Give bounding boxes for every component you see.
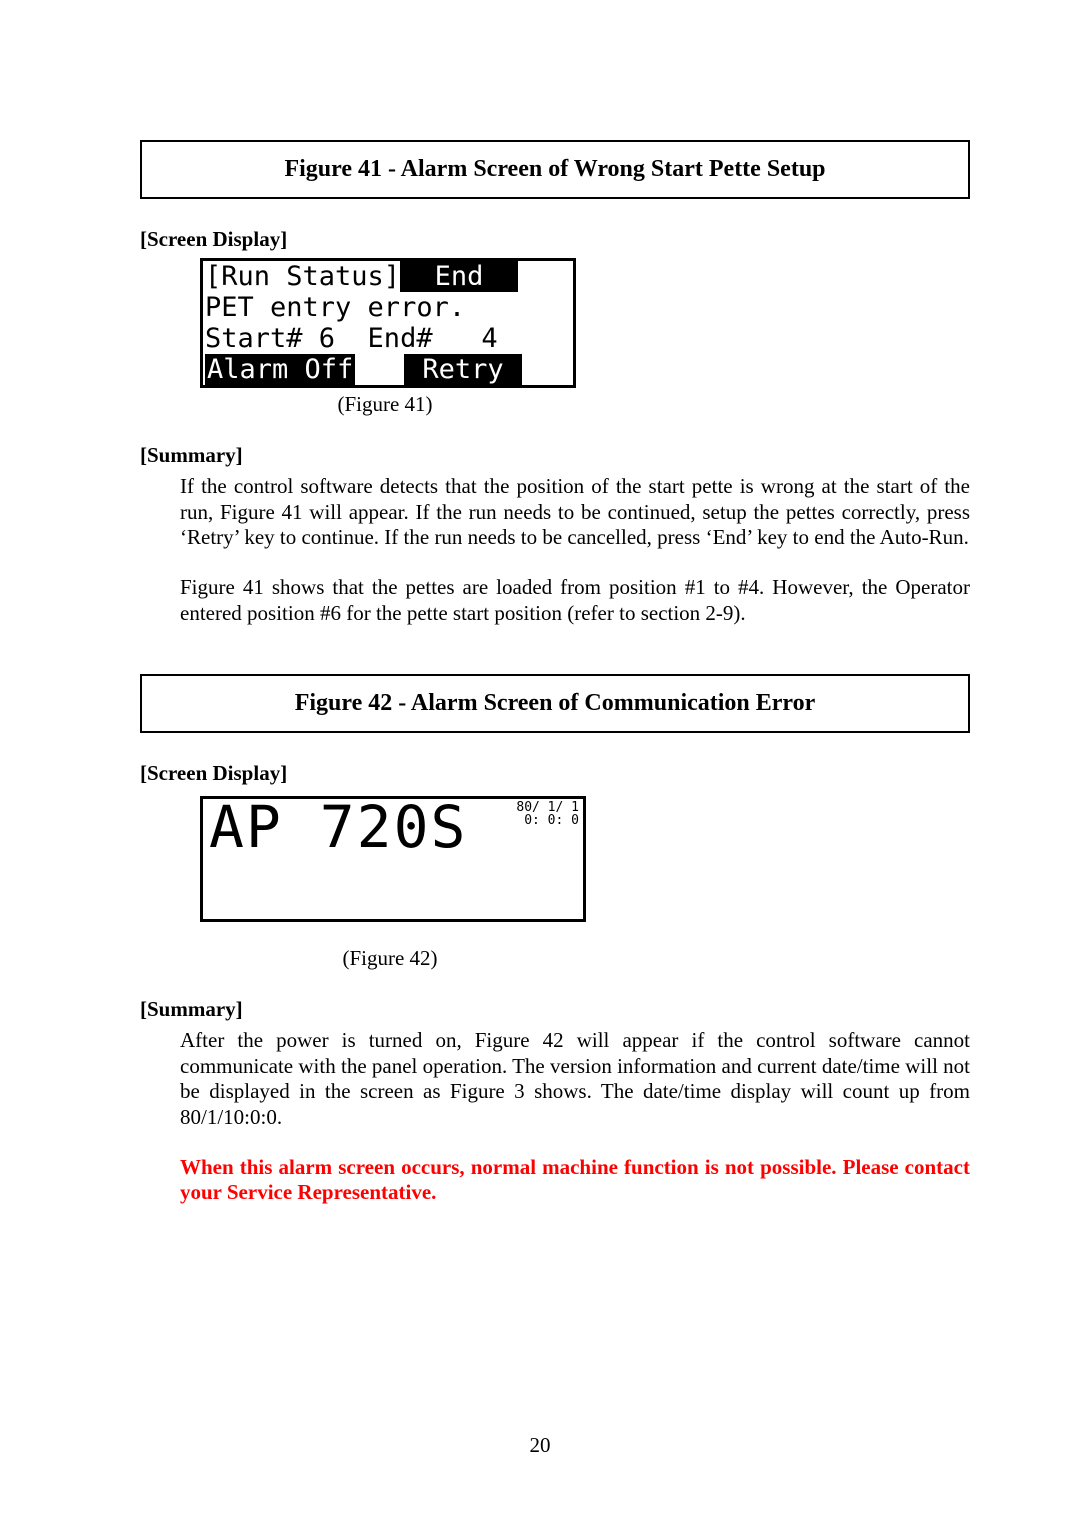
lcd-line1-left: [Run Status]	[205, 261, 400, 292]
lcd-line4-mid	[355, 354, 404, 385]
figure42-title-box: Figure 42 - Alarm Screen of Communicatio…	[140, 674, 970, 733]
figure42-warning-text: When this alarm screen occurs, normal ma…	[180, 1155, 970, 1205]
figure41-caption: (Figure 41)	[200, 392, 570, 417]
figure41-title: Figure 41 - Alarm Screen of Wrong Start …	[284, 156, 825, 182]
lcd-line4-retry-button: Retry	[404, 354, 522, 385]
figure41-lcd: [Run Status] End PET entry error. Start#…	[200, 258, 576, 388]
lcd-line-1: [Run Status] End	[203, 261, 573, 292]
lcd-line-4: Alarm Off Retry	[203, 354, 573, 385]
lcd-line1-end-button: End	[400, 261, 518, 292]
figure42-caption: (Figure 42)	[200, 946, 580, 971]
figure42-summary: [Summary] After the power is turned on, …	[140, 997, 970, 1206]
figure42-lcd-main: AP 720S	[209, 796, 467, 861]
figure42-summary-heading: [Summary]	[140, 997, 970, 1022]
figure41-summary-p1: If the control software detects that the…	[180, 474, 970, 551]
figure42-warning: When this alarm screen occurs, normal ma…	[180, 1155, 970, 1206]
figure42-screen-display-heading: [Screen Display]	[140, 761, 970, 786]
page-number: 20	[0, 1433, 1080, 1458]
figure42-lcd-datetime: 80/ 1/ 1 0: 0: 0	[516, 801, 579, 827]
document-page: Figure 41 - Alarm Screen of Wrong Start …	[0, 0, 1080, 1528]
lcd-line4-alarm-off: Alarm Off	[205, 354, 355, 385]
figure41-summary-p2: Figure 41 shows that the pettes are load…	[180, 575, 970, 626]
figure42-summary-p1: After the power is turned on, Figure 42 …	[180, 1028, 970, 1130]
figure41-lcd-wrap: [Run Status] End PET entry error. Start#…	[200, 258, 970, 388]
figure41-summary-heading: [Summary]	[140, 443, 970, 468]
figure41-title-box: Figure 41 - Alarm Screen of Wrong Start …	[140, 140, 970, 199]
lcd-line-3: Start# 6 End# 4	[203, 323, 573, 354]
figure42-lcd-wrap: AP 720S 80/ 1/ 1 0: 0: 0	[200, 796, 970, 922]
figure41-screen-display-heading: [Screen Display]	[140, 227, 970, 252]
figure41-summary: [Summary] If the control software detect…	[140, 443, 970, 626]
figure42-lcd: AP 720S 80/ 1/ 1 0: 0: 0	[200, 796, 586, 922]
lcd-line-2: PET entry error.	[203, 292, 573, 323]
figure42-title: Figure 42 - Alarm Screen of Communicatio…	[295, 690, 816, 716]
